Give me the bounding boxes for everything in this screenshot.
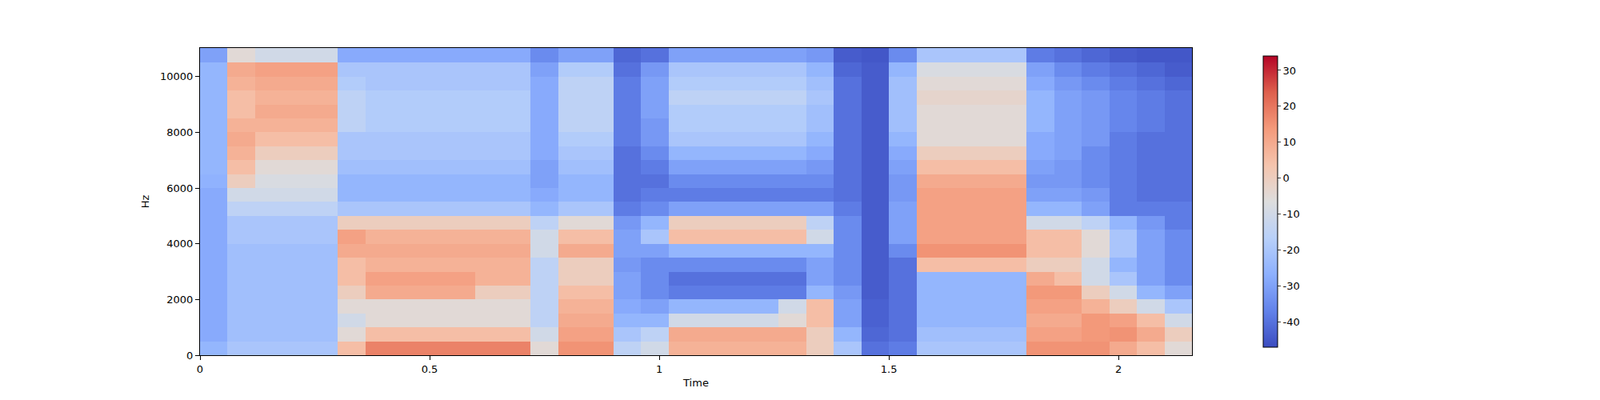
svg-text:10000: 10000 [160, 70, 193, 83]
svg-text:10: 10 [1283, 136, 1297, 148]
svg-text:2: 2 [1115, 363, 1122, 376]
svg-text:0: 0 [186, 349, 193, 362]
svg-text:2000: 2000 [166, 293, 193, 306]
svg-text:4000: 4000 [166, 237, 193, 250]
svg-text:1: 1 [656, 363, 663, 376]
svg-text:-10: -10 [1283, 208, 1300, 220]
svg-text:-40: -40 [1283, 316, 1300, 328]
svg-text:30: 30 [1283, 64, 1297, 77]
svg-text:-20: -20 [1283, 244, 1300, 256]
svg-text:Time: Time [682, 376, 709, 389]
svg-text:0: 0 [1283, 172, 1290, 184]
svg-text:-30: -30 [1283, 280, 1300, 292]
svg-text:0.5: 0.5 [421, 363, 439, 376]
svg-text:Hz: Hz [139, 195, 152, 209]
svg-text:1.5: 1.5 [880, 363, 898, 376]
svg-text:6000: 6000 [166, 182, 193, 195]
svg-text:8000: 8000 [166, 126, 193, 139]
svg-text:0: 0 [196, 363, 204, 376]
svg-text:20: 20 [1283, 100, 1297, 112]
